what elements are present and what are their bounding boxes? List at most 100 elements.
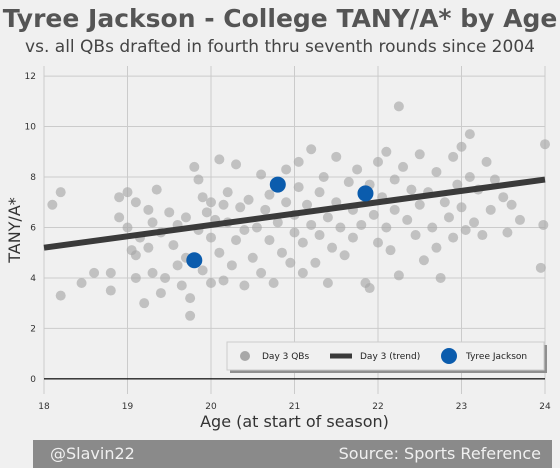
x-axis-label: Age (at start of season)	[200, 412, 389, 431]
data-point	[502, 227, 513, 238]
data-point	[256, 169, 267, 180]
data-point	[222, 187, 233, 198]
y-tick-label: 0	[30, 375, 36, 385]
data-point	[538, 219, 549, 230]
data-point	[535, 262, 546, 273]
data-point	[439, 197, 450, 208]
data-point	[185, 293, 196, 304]
data-point	[335, 222, 346, 233]
data-point	[239, 225, 250, 235]
data-point	[130, 250, 141, 261]
data-point	[289, 227, 300, 238]
data-point	[322, 277, 333, 288]
data-point	[469, 217, 480, 228]
data-point	[477, 230, 488, 241]
data-point	[281, 197, 292, 208]
data-point	[139, 298, 150, 309]
data-point	[147, 217, 158, 228]
data-point	[251, 222, 262, 233]
data-point	[172, 260, 183, 271]
data-point	[297, 267, 308, 278]
data-point	[310, 257, 321, 268]
data-point	[239, 280, 250, 291]
trend-line-group	[43, 176, 546, 251]
data-point	[293, 156, 304, 167]
data-point	[331, 151, 342, 162]
y-axis-label: TANY/A*	[5, 197, 24, 264]
data-point	[197, 192, 208, 203]
data-point	[381, 146, 392, 157]
data-point	[368, 209, 379, 220]
highlight-point	[186, 252, 203, 269]
chart-subtitle: vs. all QBs drafted in fourth thru seven…	[25, 37, 535, 57]
data-point	[448, 151, 459, 162]
data-point	[498, 192, 509, 203]
data-point	[130, 272, 141, 283]
data-point	[381, 222, 392, 233]
data-point	[180, 212, 191, 223]
legend-box	[226, 341, 545, 371]
data-point	[114, 212, 125, 223]
data-point	[151, 184, 162, 195]
x-tick-label: 19	[122, 402, 134, 412]
data-point	[318, 172, 329, 183]
data-point	[385, 245, 396, 256]
data-point	[389, 204, 400, 215]
data-point	[276, 247, 287, 258]
data-point	[398, 161, 409, 172]
data-point	[373, 237, 383, 248]
data-point	[264, 235, 275, 246]
y-tick-labels: 0 2 4 6 8 10 12	[25, 72, 37, 385]
chart-title: Tyree Jackson - College TANY/A* by Age	[2, 4, 558, 33]
data-point	[193, 174, 204, 185]
data-point	[55, 290, 66, 301]
data-point	[402, 214, 413, 225]
data-point	[339, 250, 350, 261]
data-point	[160, 272, 171, 283]
data-point	[448, 232, 459, 243]
data-point	[143, 204, 154, 215]
data-point	[297, 237, 308, 248]
data-point	[456, 202, 467, 213]
footer-handle: @Slavin22	[50, 444, 135, 463]
data-point	[214, 154, 225, 165]
data-point	[155, 288, 166, 299]
footer-bar: @Slavin22 Source: Sports Reference	[33, 440, 552, 468]
data-point	[76, 277, 87, 288]
data-point	[197, 265, 208, 276]
data-point	[306, 144, 317, 155]
data-point	[356, 219, 367, 230]
data-point	[147, 267, 158, 278]
data-point	[452, 179, 463, 190]
data-point	[247, 252, 258, 263]
data-point	[306, 219, 317, 230]
data-point	[481, 156, 492, 167]
data-point	[231, 235, 242, 246]
data-point	[352, 164, 363, 175]
highlight-point	[357, 185, 374, 202]
data-point	[206, 232, 216, 243]
x-tick-label: 23	[456, 402, 467, 412]
data-point	[327, 242, 338, 253]
data-point	[55, 187, 66, 198]
data-point	[347, 232, 358, 243]
data-point	[443, 212, 454, 223]
data-point	[485, 204, 496, 215]
y-tick-label: 6	[30, 223, 36, 233]
data-point	[418, 255, 429, 266]
data-point	[410, 230, 421, 241]
data-point	[272, 217, 283, 228]
data-point	[214, 247, 225, 258]
legend-label-highlight: Tyree Jackson	[465, 352, 527, 362]
data-point	[201, 207, 212, 218]
legend: Day 3 QBs Day 3 (trend) Tyree Jackson	[226, 341, 547, 373]
x-tick-labels: 18 19 20 21 22 23 24	[38, 402, 551, 412]
legend-marker-highlight	[441, 348, 457, 364]
data-point	[47, 199, 58, 210]
data-point	[218, 275, 229, 286]
legend-marker-dots	[240, 351, 250, 361]
legend-label-dots: Day 3 QBs	[262, 352, 309, 362]
data-point	[464, 129, 475, 140]
data-point	[456, 141, 467, 152]
data-point	[281, 164, 292, 175]
